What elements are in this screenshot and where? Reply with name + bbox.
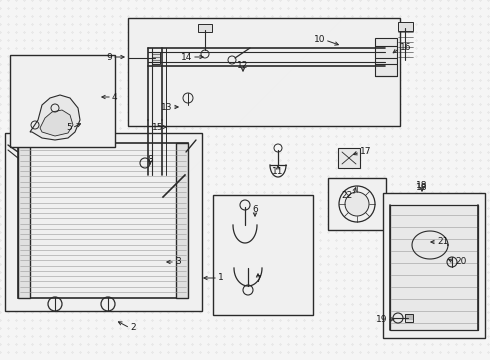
Bar (338, 148, 360, 168)
Text: 15: 15 (151, 122, 163, 131)
Text: 4: 4 (112, 93, 118, 102)
Text: 18: 18 (416, 180, 428, 189)
Text: 19: 19 (375, 315, 387, 324)
Polygon shape (30, 95, 80, 140)
Text: 1: 1 (218, 274, 224, 283)
Text: 18: 18 (416, 184, 428, 193)
Bar (328, 178, 386, 230)
Text: 7: 7 (255, 275, 261, 284)
Text: 17: 17 (360, 148, 371, 157)
Bar (390, 205, 478, 330)
Bar (10, 55, 115, 147)
Text: 9: 9 (106, 53, 112, 62)
Text: 12: 12 (237, 60, 249, 69)
Text: 14: 14 (181, 53, 192, 62)
Bar (375, 38, 397, 76)
Text: 3: 3 (175, 257, 181, 266)
Text: 8: 8 (147, 156, 153, 165)
Text: 6: 6 (252, 206, 258, 215)
Polygon shape (40, 110, 73, 136)
Text: 20: 20 (455, 257, 466, 266)
Bar (405, 314, 413, 322)
Bar (18, 143, 30, 298)
Bar (5, 133, 202, 311)
Polygon shape (18, 143, 188, 298)
Text: 2: 2 (130, 324, 136, 333)
Text: 11: 11 (272, 167, 284, 176)
Bar (213, 195, 313, 315)
Text: 13: 13 (161, 103, 172, 112)
Bar (383, 193, 485, 338)
Bar (128, 18, 400, 126)
Text: 21: 21 (437, 238, 448, 247)
Bar (152, 52, 160, 64)
Text: 10: 10 (314, 36, 325, 45)
Text: 5: 5 (66, 123, 72, 132)
Bar (198, 24, 212, 32)
Text: 22: 22 (342, 192, 353, 201)
Circle shape (345, 192, 369, 216)
Text: 16: 16 (400, 44, 412, 53)
Bar (176, 143, 188, 298)
Bar (398, 22, 413, 31)
